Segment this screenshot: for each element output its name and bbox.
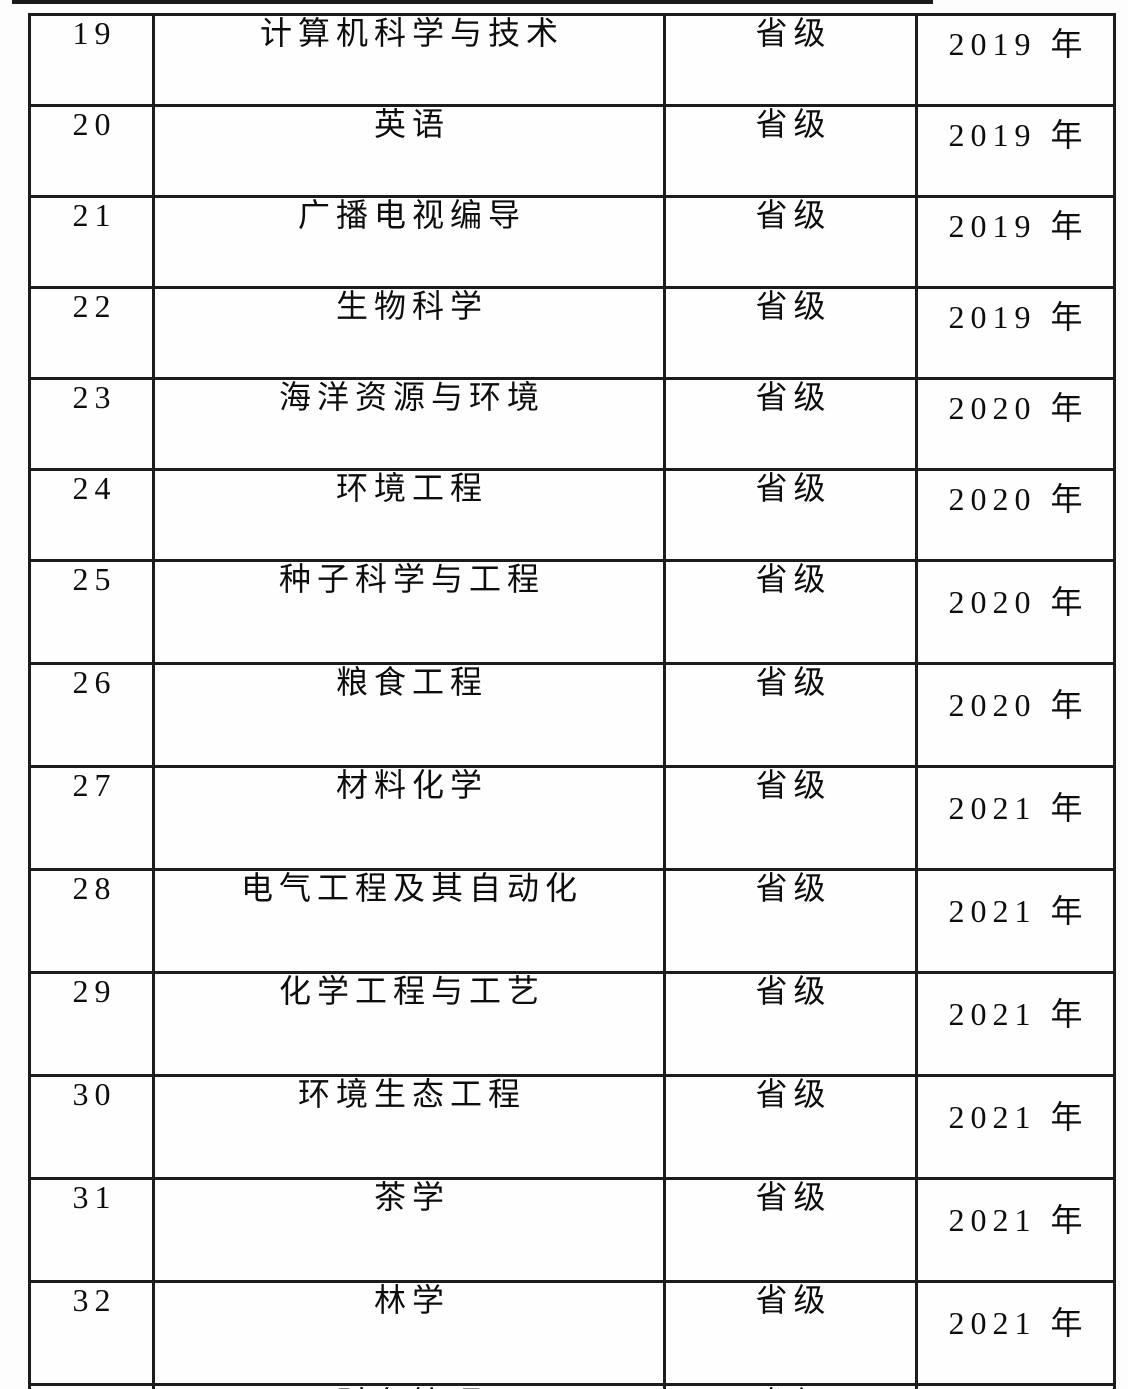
row-number-cell: 28	[28, 868, 155, 974]
year-cell: 2020 年	[915, 559, 1116, 665]
year-cell: 2021 年	[915, 1280, 1116, 1386]
row-number-cell: 30	[28, 1074, 155, 1180]
major-name-cell: 环境工程	[152, 468, 666, 562]
row-number-cell: 25	[28, 559, 155, 665]
table-row: 24 环境工程 省级 2020 年	[28, 468, 1116, 562]
major-name-cell: 茶学	[152, 1177, 666, 1283]
level-cell: 省级	[663, 286, 918, 380]
row-number-cell: 22	[28, 286, 155, 380]
level-cell: 省级	[663, 1177, 918, 1283]
major-name-cell: 财务管理	[152, 1383, 666, 1389]
major-name-cell: 环境生态工程	[152, 1074, 666, 1180]
table-row: 27 材料化学 省级 2021 年	[28, 765, 1116, 871]
row-number-cell: 26	[28, 662, 155, 768]
major-name-cell: 林学	[152, 1280, 666, 1386]
level-cell: 省级	[663, 104, 918, 198]
major-name-cell: 英语	[152, 104, 666, 198]
major-name-cell: 电气工程及其自动化	[152, 868, 666, 974]
major-name-cell: 计算机科学与技术	[152, 13, 666, 107]
level-cell: 省级	[663, 377, 918, 471]
major-name-cell: 粮食工程	[152, 662, 666, 768]
major-name-cell: 化学工程与工艺	[152, 971, 666, 1077]
table-row: 32 林学 省级 2021 年	[28, 1280, 1116, 1386]
row-number-cell: 19	[28, 13, 155, 107]
table-row: 21 广播电视编导 省级 2019 年	[28, 195, 1116, 289]
table-row: 28 电气工程及其自动化 省级 2021 年	[28, 868, 1116, 974]
major-name-cell: 材料化学	[152, 765, 666, 871]
row-number-cell: 33	[28, 1383, 155, 1389]
level-cell: 省级	[663, 468, 918, 562]
table-row: 31 茶学 省级 2021 年	[28, 1177, 1116, 1283]
year-cell: 2020 年	[915, 377, 1116, 471]
year-cell: 2019 年	[915, 104, 1116, 198]
level-cell: 省级	[663, 662, 918, 768]
major-name-cell: 海洋资源与环境	[152, 377, 666, 471]
row-number-cell: 23	[28, 377, 155, 471]
majors-table: 19 计算机科学与技术 省级 2019 年 20 英语 省级 2019 年 21…	[28, 13, 1116, 1389]
row-number-cell: 21	[28, 195, 155, 289]
major-name-cell: 广播电视编导	[152, 195, 666, 289]
level-cell: 省级	[663, 1383, 918, 1389]
level-cell: 省级	[663, 971, 918, 1077]
level-cell: 省级	[663, 765, 918, 871]
year-cell: 2021 年	[915, 1177, 1116, 1283]
year-cell: 2020 年	[915, 468, 1116, 562]
row-number-cell: 24	[28, 468, 155, 562]
row-number-cell: 27	[28, 765, 155, 871]
year-cell: 2021 年	[915, 868, 1116, 974]
level-cell: 省级	[663, 195, 918, 289]
row-number-cell: 31	[28, 1177, 155, 1283]
table-row: 25 种子科学与工程 省级 2020 年	[28, 559, 1116, 665]
table-row: 19 计算机科学与技术 省级 2019 年	[28, 13, 1116, 107]
level-cell: 省级	[663, 13, 918, 107]
level-cell: 省级	[663, 1280, 918, 1386]
table-top-remnant-line	[12, 0, 933, 4]
year-cell: 2021 年	[915, 971, 1116, 1077]
table-row: 23 海洋资源与环境 省级 2020 年	[28, 377, 1116, 471]
table-row: 22 生物科学 省级 2019 年	[28, 286, 1116, 380]
major-name-cell: 生物科学	[152, 286, 666, 380]
year-cell: 2019 年	[915, 286, 1116, 380]
year-cell: 2021 年	[915, 1383, 1116, 1389]
level-cell: 省级	[663, 1074, 918, 1180]
table-row: 29 化学工程与工艺 省级 2021 年	[28, 971, 1116, 1077]
table-row: 26 粮食工程 省级 2020 年	[28, 662, 1116, 768]
table-row: 20 英语 省级 2019 年	[28, 104, 1116, 198]
table-body: 19 计算机科学与技术 省级 2019 年 20 英语 省级 2019 年 21…	[28, 13, 1116, 1389]
level-cell: 省级	[663, 868, 918, 974]
row-number-cell: 29	[28, 971, 155, 1077]
year-cell: 2021 年	[915, 1074, 1116, 1180]
level-cell: 省级	[663, 559, 918, 665]
major-name-cell: 种子科学与工程	[152, 559, 666, 665]
year-cell: 2019 年	[915, 13, 1116, 107]
table-row: 30 环境生态工程 省级 2021 年	[28, 1074, 1116, 1180]
year-cell: 2020 年	[915, 662, 1116, 768]
table-row: 33 财务管理 省级 2021 年	[28, 1383, 1116, 1389]
row-number-cell: 32	[28, 1280, 155, 1386]
year-cell: 2019 年	[915, 195, 1116, 289]
row-number-cell: 20	[28, 104, 155, 198]
year-cell: 2021 年	[915, 765, 1116, 871]
